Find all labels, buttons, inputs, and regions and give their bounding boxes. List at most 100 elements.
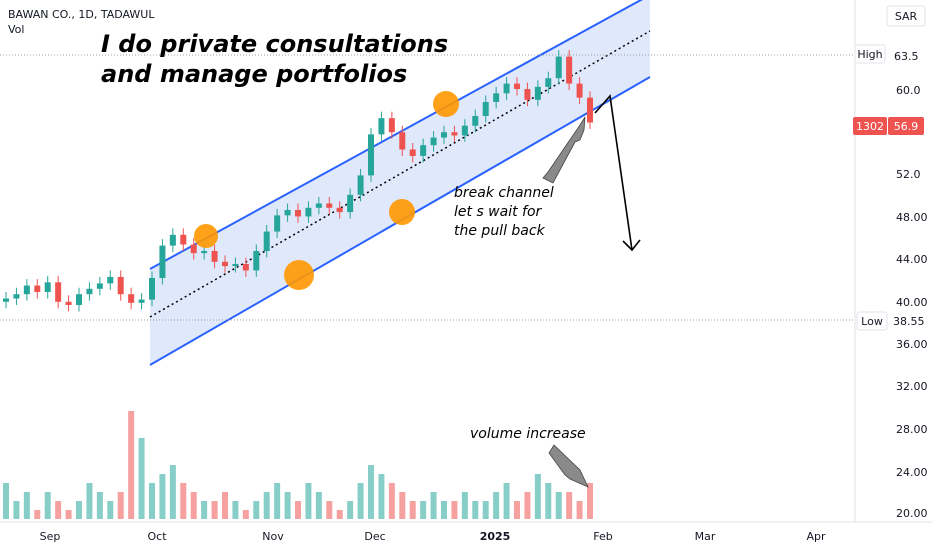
- time-axis[interactable]: Sep Oct Nov Dec 2025 Feb Mar Apr: [40, 530, 826, 543]
- low-tag: [856, 311, 888, 331]
- volume-bar: [566, 492, 573, 519]
- candle-body: [409, 149, 416, 156]
- volume-bar: [587, 483, 593, 519]
- high-tag-value: 63.5: [894, 50, 919, 63]
- candle-body: [368, 134, 374, 176]
- candle-body: [576, 83, 583, 98]
- volume-bar: [128, 411, 135, 519]
- candles: [3, 50, 593, 312]
- volume-bar: [545, 483, 552, 519]
- promo-text-line2: and manage portfolios: [101, 60, 407, 88]
- candle-body: [420, 145, 427, 156]
- candle-body: [44, 282, 51, 293]
- volume-bar: [86, 483, 93, 519]
- volume-bar: [117, 492, 124, 519]
- currency-label: SAR: [895, 10, 918, 23]
- volume-bar: [503, 483, 510, 519]
- projection-arrow-head: [622, 239, 641, 252]
- channel-upper-line[interactable]: [149, 0, 650, 270]
- volume-bar: [368, 465, 374, 519]
- time-tick-label: Mar: [695, 530, 716, 543]
- touch-marker-3: [389, 199, 415, 225]
- price-tick-label: 28.00: [896, 423, 928, 436]
- time-tick-label: Feb: [593, 530, 612, 543]
- break-note-line1: break channel: [454, 185, 554, 201]
- volume-bar: [441, 501, 447, 519]
- volume-bar: [96, 492, 103, 519]
- volume-bar: [211, 501, 218, 519]
- volume-bar: [482, 501, 489, 519]
- volume-bar: [55, 501, 62, 519]
- volume-bar: [23, 492, 30, 519]
- time-tick-label: Nov: [262, 530, 284, 543]
- volume-bar: [284, 492, 291, 519]
- candle-body: [305, 207, 312, 217]
- volume-bar: [222, 492, 228, 519]
- candle-body: [201, 251, 208, 254]
- volume-bar: [430, 492, 437, 519]
- volume-bar: [180, 483, 187, 519]
- currency-box[interactable]: [886, 5, 926, 27]
- low-tag-value: 38.55: [893, 315, 925, 328]
- volume-bar: [76, 501, 82, 519]
- volume-bar: [107, 501, 114, 519]
- candle-body: [274, 215, 281, 232]
- volume-bar: [534, 474, 541, 519]
- candle-body: [232, 263, 239, 267]
- pointer-arrow-volume: [548, 444, 589, 488]
- candle-body: [169, 234, 176, 246]
- candle-body: [347, 194, 354, 213]
- volume-bar: [420, 501, 427, 519]
- promo-text-line1: I do private consultations: [101, 30, 448, 58]
- volume-bar: [65, 510, 72, 519]
- candle-body: [315, 203, 322, 208]
- candle-body: [23, 285, 30, 295]
- price-tick-label: 48.00: [896, 211, 928, 224]
- projection-arrow: [594, 94, 633, 251]
- volume-bar: [169, 465, 176, 519]
- candle-body: [76, 294, 82, 305]
- high-tag: [854, 44, 886, 64]
- candle-body: [284, 209, 291, 216]
- candle-body: [13, 294, 20, 299]
- candle-body: [357, 175, 364, 195]
- candle-body: [180, 234, 187, 245]
- candle-body: [149, 278, 155, 300]
- last-volume-value: 1302: [856, 120, 884, 133]
- volume-bar: [190, 492, 197, 519]
- volume-bar: [13, 501, 20, 519]
- candle-body: [190, 244, 197, 254]
- volume-bar: [201, 501, 208, 519]
- volume-legend: Vol: [8, 23, 25, 36]
- candle-body: [378, 118, 385, 135]
- volume-bar: [576, 501, 583, 519]
- candle-body: [222, 261, 228, 267]
- touch-marker-1: [194, 224, 218, 248]
- candle-body: [242, 263, 249, 271]
- candle-body: [34, 285, 41, 293]
- candle-body: [211, 251, 218, 262]
- volume-bar: [326, 501, 333, 519]
- volume-bar: [3, 483, 9, 519]
- time-tick-label: Sep: [40, 530, 61, 543]
- candle-body: [263, 231, 270, 251]
- volume-bar: [524, 492, 531, 519]
- candle-body: [399, 132, 406, 150]
- price-tick-label: 44.00: [896, 253, 928, 266]
- candle-body: [96, 283, 103, 289]
- last-price-tag: [888, 117, 924, 135]
- time-tick-label: Dec: [364, 530, 385, 543]
- high-tag-label: High: [857, 48, 882, 61]
- candle-body: [107, 276, 114, 284]
- price-tick-label: 60.0: [896, 84, 921, 97]
- candle-body: [138, 299, 145, 303]
- candle-body: [86, 288, 93, 295]
- price-tick-label: 32.00: [896, 380, 928, 393]
- price-axis[interactable]: 63.560.056.052.048.0044.0040.0036.0032.0…: [896, 50, 928, 520]
- candle-body: [65, 301, 72, 305]
- candle-body: [587, 97, 593, 123]
- volume-bar: [253, 501, 260, 519]
- time-tick-label: Apr: [806, 530, 826, 543]
- candle-body: [461, 125, 468, 136]
